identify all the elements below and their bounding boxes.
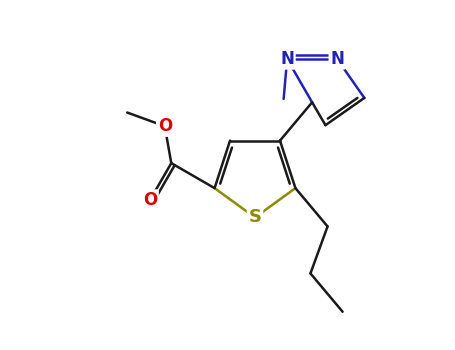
Text: N: N xyxy=(330,50,344,68)
Text: O: O xyxy=(143,191,157,209)
Text: O: O xyxy=(157,117,172,135)
Text: S: S xyxy=(248,209,262,226)
Text: N: N xyxy=(280,50,294,68)
